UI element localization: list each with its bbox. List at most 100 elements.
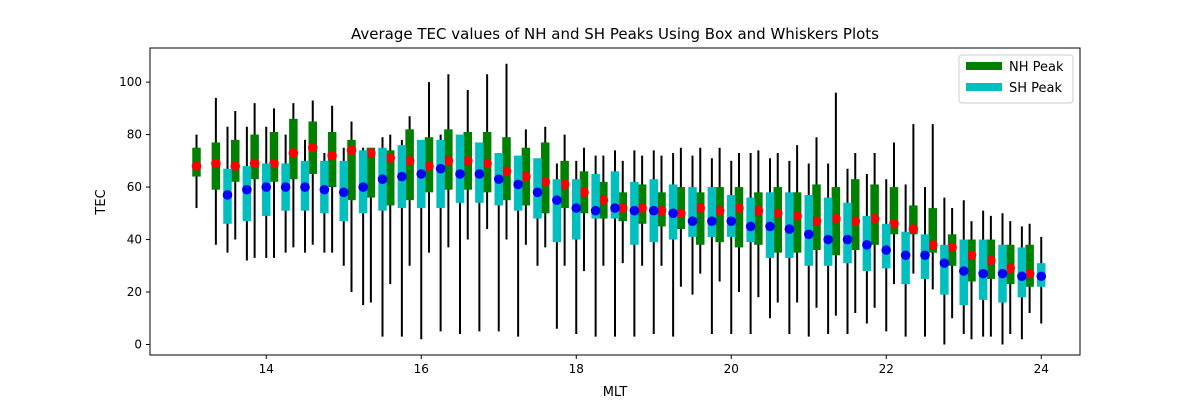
nh-peak-mean-marker [1005, 263, 1016, 274]
nh-peak-box [792, 192, 802, 253]
x-tick-label: 20 [724, 362, 739, 376]
sh-peak-mean-marker [823, 234, 833, 245]
nh-peak-mean-marker [385, 153, 396, 164]
sh-peak-mean-marker [997, 268, 1008, 279]
sh-peak-box [843, 202, 852, 264]
sh-peak-box [707, 187, 717, 237]
sh-peak-mean-marker [629, 205, 640, 216]
nh-peak-mean-marker [986, 255, 996, 266]
sh-peak-mean-marker [939, 258, 950, 268]
nh-peak-mean-marker [869, 213, 880, 224]
nh-peak-mean-marker [850, 216, 861, 226]
nh-peak-mean-marker [559, 179, 570, 190]
sh-peak-box [436, 139, 445, 209]
nh-peak-box [851, 179, 860, 251]
nh-peak-box [347, 139, 356, 201]
nh-peak-mean-marker [307, 142, 318, 153]
sh-peak-box [358, 150, 368, 214]
sh-peak-mean-marker [726, 216, 737, 226]
sh-peak-box [940, 244, 949, 295]
sh-peak-mean-marker [397, 171, 407, 182]
nh-peak-mean-marker [404, 156, 415, 166]
nh-peak-mean-marker [327, 150, 337, 161]
sh-peak-mean-marker [261, 182, 272, 192]
nh-peak-mean-marker [424, 161, 434, 171]
y-axis-label: TEC [94, 189, 109, 215]
nh-peak-mean-marker [656, 205, 667, 216]
nh-peak-box [676, 187, 686, 230]
nh-peak-mean-marker [734, 203, 744, 213]
nh-peak-mean-marker [927, 239, 938, 250]
sh-peak-mean-marker [358, 182, 368, 192]
nh-peak-box [1025, 244, 1034, 287]
nh-peak-mean-marker [695, 203, 706, 213]
sh-peak-mean-marker [1017, 271, 1027, 282]
sh-peak-box [823, 197, 833, 266]
nh-peak-mean-marker [501, 166, 512, 177]
sh-peak-mean-marker [242, 184, 252, 195]
sh-peak-box [591, 173, 600, 219]
sh-peak-mean-marker [532, 187, 543, 198]
nh-peak-box [231, 139, 240, 182]
nh-peak-mean-marker [366, 148, 376, 158]
sh-peak-mean-marker [590, 205, 601, 216]
sh-peak-mean-marker [552, 195, 562, 205]
sh-peak-mean-marker [978, 268, 988, 279]
sh-peak-mean-marker [280, 182, 291, 192]
sh-peak-mean-marker [881, 245, 892, 255]
sh-peak-mean-marker [920, 250, 930, 261]
sh-peak-mean-marker [745, 221, 756, 232]
plot-frame [149, 47, 1081, 356]
nh-peak-mean-marker [521, 171, 531, 182]
sh-peak-box [727, 194, 736, 237]
sh-peak-mean-marker [1036, 271, 1047, 282]
y-axis-ticks: 0 20 40 60 80 100 [119, 75, 150, 352]
sh-peak-mean-marker [958, 266, 969, 276]
legend: NH Peak SH Peak [958, 54, 1074, 104]
nh-peak-mean-marker [288, 148, 299, 158]
nh-peak-box [250, 134, 259, 180]
sh-peak-mean-marker [687, 216, 698, 226]
nh-peak-mean-marker [753, 205, 764, 216]
nh-peak-box [967, 239, 976, 282]
y-tick-label: 80 [127, 128, 142, 142]
sh-peak-mean-marker [222, 190, 233, 200]
sh-peak-mean-marker [842, 234, 853, 245]
nh-peak-mean-marker [249, 158, 260, 169]
nh-peak-mean-marker [346, 145, 357, 156]
series-nh-peak [191, 63, 1035, 340]
sh-peak-box [552, 179, 562, 243]
nh-peak-mean-marker [889, 219, 899, 229]
nh-peak-mean-marker [811, 216, 822, 226]
nh-peak-mean-marker [792, 211, 802, 221]
nh-peak-box [386, 150, 395, 206]
nh-peak-box [696, 192, 705, 245]
nh-peak-mean-marker [966, 250, 977, 261]
x-tick-label: 24 [1034, 362, 1049, 376]
nh-peak-mean-marker [191, 161, 202, 171]
sh-peak-mean-marker [610, 203, 620, 213]
sh-peak-mean-marker [862, 239, 872, 250]
plot-content [191, 63, 1047, 345]
sh-peak-mean-marker [765, 221, 775, 232]
nh-peak-mean-marker [443, 156, 454, 166]
nh-peak-mean-marker [598, 195, 609, 205]
x-tick-label: 18 [569, 362, 584, 376]
y-tick-label: 100 [119, 75, 142, 89]
sh-peak-mean-marker [319, 184, 330, 195]
nh-peak-mean-marker [579, 187, 589, 198]
legend-swatch-nh-peak [966, 62, 1002, 70]
sh-peak-mean-marker [648, 205, 659, 216]
nh-peak-mean-marker [462, 156, 473, 166]
y-tick-label: 60 [127, 180, 142, 194]
sh-peak-mean-marker [803, 229, 814, 240]
y-tick-label: 40 [127, 233, 142, 247]
nh-peak-mean-marker [714, 205, 725, 216]
nh-peak-box [734, 187, 744, 248]
nh-peak-box [366, 147, 376, 198]
nh-peak-box [889, 187, 899, 235]
nh-peak-box [773, 187, 782, 253]
sh-peak-box [688, 187, 697, 237]
sh-peak-box [455, 134, 465, 203]
